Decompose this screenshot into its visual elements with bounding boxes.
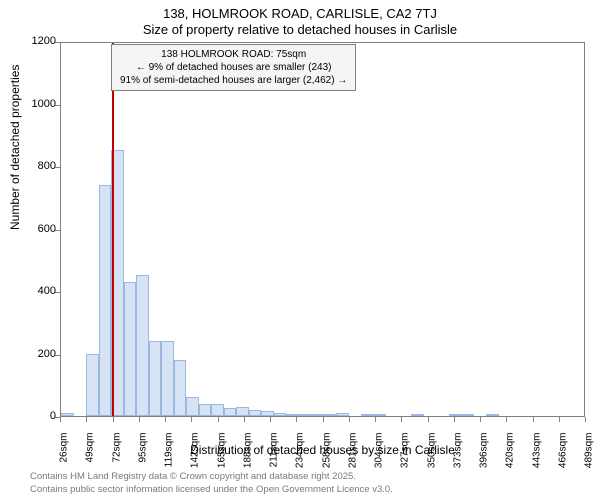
x-tick [165, 417, 166, 422]
x-tick [401, 417, 402, 422]
histogram-bar [461, 414, 474, 416]
license-line-1: Contains HM Land Registry data © Crown c… [30, 471, 393, 483]
x-tick-label: 420sqm [505, 433, 516, 483]
x-tick [559, 417, 560, 422]
histogram-bar [161, 341, 174, 416]
callout-line-1: 138 HOLMROOK ROAD: 75sqm [120, 48, 347, 61]
license-text: Contains HM Land Registry data © Crown c… [30, 471, 393, 496]
histogram-bar [249, 410, 262, 416]
callout-box: 138 HOLMROOK ROAD: 75sqm ← 9% of detache… [111, 44, 356, 91]
histogram-bar [449, 414, 462, 416]
y-tick-label: 400 [38, 285, 56, 297]
histogram-bar [361, 414, 374, 416]
x-tick [506, 417, 507, 422]
histogram-bar [336, 413, 349, 416]
histogram-bar [411, 414, 424, 416]
histogram-bar [286, 414, 299, 416]
x-tick [60, 417, 61, 422]
histogram-bar [99, 185, 112, 416]
histogram-bar [224, 408, 237, 416]
y-tick-label: 200 [38, 348, 56, 360]
chart-container: 138, HOLMROOK ROAD, CARLISLE, CA2 7TJ Si… [0, 0, 600, 500]
x-tick [218, 417, 219, 422]
plot-area: 138 HOLMROOK ROAD: 75sqm ← 9% of detache… [60, 42, 585, 417]
callout-line-2: ← 9% of detached houses are smaller (243… [120, 61, 347, 74]
histogram-bar [486, 414, 499, 416]
histogram-bar [324, 414, 337, 416]
y-tick-label: 0 [50, 410, 56, 422]
y-tick-label: 1200 [32, 35, 56, 47]
x-tick-label: 327sqm [400, 433, 411, 483]
x-tick [191, 417, 192, 422]
x-tick [113, 417, 114, 422]
histogram-bar [311, 414, 324, 416]
x-tick-label: 466sqm [557, 433, 568, 483]
histogram-bar [86, 354, 99, 417]
x-tick-label: 373sqm [452, 433, 463, 483]
x-tick [375, 417, 376, 422]
histogram-bar [274, 413, 287, 416]
chart-title-main: 138, HOLMROOK ROAD, CARLISLE, CA2 7TJ [0, 6, 600, 21]
histogram-bar [61, 413, 74, 416]
x-tick-label: 396sqm [479, 433, 490, 483]
x-axis-label: Distribution of detached houses by size … [60, 443, 585, 457]
histogram-bar [211, 404, 224, 417]
x-tick [86, 417, 87, 422]
y-tick-label: 800 [38, 160, 56, 172]
histogram-bar [299, 414, 312, 416]
histogram-bar [236, 407, 249, 416]
histogram-bar [199, 404, 212, 417]
y-axis-label: Number of detached properties [8, 65, 22, 230]
chart-title-sub: Size of property relative to detached ho… [0, 22, 600, 37]
y-tick-label: 600 [38, 223, 56, 235]
x-tick [323, 417, 324, 422]
histogram-bar [186, 397, 199, 416]
x-tick [349, 417, 350, 422]
x-tick-label: 350sqm [426, 433, 437, 483]
x-tick [533, 417, 534, 422]
callout-line-3: 91% of semi-detached houses are larger (… [120, 74, 347, 87]
histogram-bar [174, 360, 187, 416]
histogram-bar [149, 341, 162, 416]
histogram-bar [261, 411, 274, 416]
histogram-bar [124, 282, 137, 416]
license-line-2: Contains public sector information licen… [30, 484, 393, 496]
histogram-bar [136, 275, 149, 416]
x-tick [139, 417, 140, 422]
x-tick-label: 489sqm [584, 433, 595, 483]
x-tick-label: 443sqm [531, 433, 542, 483]
x-tick [454, 417, 455, 422]
x-tick [296, 417, 297, 422]
x-tick [585, 417, 586, 422]
x-tick [244, 417, 245, 422]
y-tick-label: 1000 [32, 98, 56, 110]
reference-line [112, 43, 114, 416]
x-tick [428, 417, 429, 422]
histogram-bar [374, 414, 387, 416]
x-tick [480, 417, 481, 422]
x-tick [270, 417, 271, 422]
